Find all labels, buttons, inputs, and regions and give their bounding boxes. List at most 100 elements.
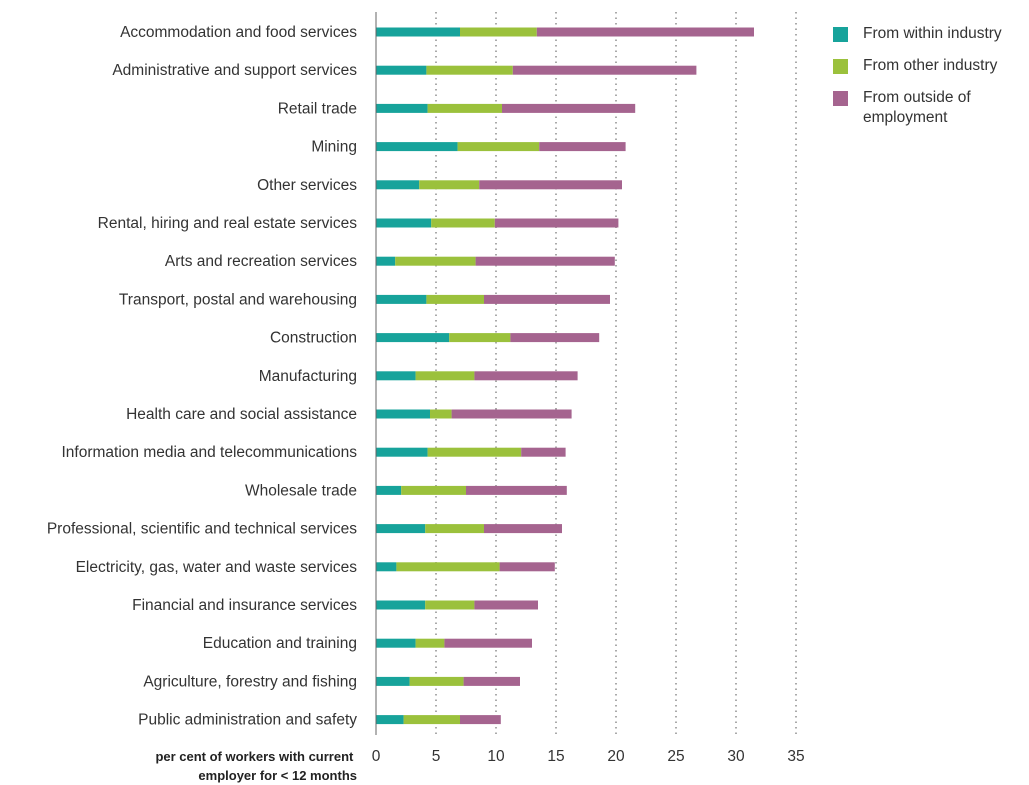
legend-label-outside: From outside of employment xyxy=(863,89,971,126)
bar-segment-2-row-11 xyxy=(430,409,452,419)
category-label: Administrative and support services xyxy=(112,62,357,79)
bar-segment-2-row-7 xyxy=(395,256,476,266)
category-label: Agriculture, forestry and fishing xyxy=(143,673,357,690)
legend-swatch-within xyxy=(833,27,848,42)
category-label: Rental, hiring and real estate services xyxy=(98,215,358,232)
bar-segment-2-row-9 xyxy=(449,333,511,343)
bar-segment-1-row-11 xyxy=(376,409,430,419)
x-axis-label-line-2: employer for < 12 months xyxy=(198,768,357,783)
bar-segment-3-row-18 xyxy=(463,676,520,686)
bar-segment-1-row-4 xyxy=(376,142,458,152)
category-label: Mining xyxy=(311,139,357,156)
bar-segment-2-row-13 xyxy=(401,485,466,495)
bar-segment-2-row-8 xyxy=(426,294,484,304)
bar-segment-1-row-6 xyxy=(376,218,432,228)
x-tick-label: 15 xyxy=(547,748,564,765)
bar-segment-1-row-9 xyxy=(376,333,450,343)
category-label: Education and training xyxy=(203,635,357,652)
bar-segment-1-row-3 xyxy=(376,103,428,113)
x-tick-label: 25 xyxy=(667,748,684,765)
category-label: Information media and telecommunications xyxy=(61,444,357,461)
bar-segment-3-row-8 xyxy=(484,294,610,304)
category-label: Construction xyxy=(270,330,357,347)
bar-segment-3-row-3 xyxy=(502,103,636,113)
x-tick-label: 35 xyxy=(787,748,804,765)
bar-segment-2-row-14 xyxy=(425,524,484,534)
bar-segment-3-row-6 xyxy=(494,218,619,228)
bar-segment-1-row-5 xyxy=(376,180,420,190)
category-label: Other services xyxy=(257,177,357,194)
bar-segment-1-row-14 xyxy=(376,524,426,534)
bar-segment-3-row-7 xyxy=(475,256,615,266)
legend-swatch-other xyxy=(833,59,848,74)
bar-segment-1-row-16 xyxy=(376,600,426,610)
x-tick-label: 0 xyxy=(372,748,381,765)
bars xyxy=(376,27,754,725)
bar-segment-2-row-2 xyxy=(426,65,513,75)
category-label: Wholesale trade xyxy=(245,482,357,499)
x-axis-label-line-1: per cent of workers with current xyxy=(155,749,354,764)
category-label: Transport, postal and warehousing xyxy=(119,291,357,308)
category-label: Accommodation and food services xyxy=(120,24,357,41)
bar-segment-1-row-15 xyxy=(376,562,397,572)
bar-segment-3-row-12 xyxy=(521,447,566,457)
legend-label-other: From other industry xyxy=(863,57,998,74)
x-axis-label: per cent of workers with current employe… xyxy=(155,749,357,783)
category-label: Professional, scientific and technical s… xyxy=(47,521,357,538)
bar-segment-3-row-11 xyxy=(451,409,572,419)
bar-segment-1-row-18 xyxy=(376,676,410,686)
bar-segment-1-row-2 xyxy=(376,65,427,75)
bar-segment-2-row-4 xyxy=(457,142,540,152)
legend-item-other: From other industry xyxy=(833,56,1029,76)
bar-segment-3-row-9 xyxy=(510,333,600,343)
x-tick-label: 20 xyxy=(607,748,625,765)
bar-segment-3-row-4 xyxy=(539,142,626,152)
bar-segment-2-row-16 xyxy=(425,600,475,610)
bar-segment-3-row-17 xyxy=(444,638,532,648)
bar-segment-2-row-3 xyxy=(427,103,502,113)
bar-segment-2-row-1 xyxy=(460,27,537,37)
bar-segment-2-row-12 xyxy=(427,447,522,457)
bar-segment-2-row-5 xyxy=(419,180,480,190)
bar-segment-1-row-10 xyxy=(376,371,416,381)
bar-segment-2-row-18 xyxy=(409,676,464,686)
bar-segment-3-row-13 xyxy=(466,485,567,495)
bar-segment-3-row-16 xyxy=(474,600,538,610)
legend-swatch-outside xyxy=(833,91,848,106)
legend-item-outside: From outside of employment xyxy=(833,88,1029,128)
category-label: Electricity, gas, water and waste servic… xyxy=(76,559,358,576)
category-label: Arts and recreation services xyxy=(165,253,357,270)
bar-segment-1-row-13 xyxy=(376,485,402,495)
bar-segment-3-row-10 xyxy=(474,371,578,381)
category-label: Retail trade xyxy=(278,100,357,117)
bar-segment-3-row-2 xyxy=(512,65,697,75)
bar-segment-3-row-15 xyxy=(499,562,555,572)
bar-segment-2-row-10 xyxy=(415,371,475,381)
x-tick-labels: 0 5 10 15 20 25 30 35 xyxy=(372,748,805,765)
category-label: Manufacturing xyxy=(259,368,357,385)
x-tick-label: 10 xyxy=(487,748,505,765)
bar-segment-1-row-1 xyxy=(376,27,460,37)
legend: From within industry From other industry… xyxy=(833,24,1029,140)
bar-segment-3-row-5 xyxy=(479,180,622,190)
bar-segment-1-row-19 xyxy=(376,715,404,725)
bar-segment-3-row-19 xyxy=(460,715,501,725)
category-labels: Accommodation and food services Administr… xyxy=(47,24,357,729)
bar-segment-1-row-17 xyxy=(376,638,416,648)
category-label: Financial and insurance services xyxy=(132,597,357,614)
x-tick-label: 30 xyxy=(727,748,745,765)
legend-label-within: From within industry xyxy=(863,25,1002,42)
bar-segment-1-row-7 xyxy=(376,256,396,266)
bar-segment-3-row-14 xyxy=(484,524,562,534)
bar-segment-2-row-17 xyxy=(415,638,445,648)
x-tick-label: 5 xyxy=(432,748,441,765)
bar-segment-3-row-1 xyxy=(536,27,754,37)
bar-segment-1-row-8 xyxy=(376,294,427,304)
bar-segment-2-row-15 xyxy=(396,562,500,572)
bar-segment-1-row-12 xyxy=(376,447,428,457)
legend-item-within: From within industry xyxy=(833,24,1029,44)
category-label: Public administration and safety xyxy=(138,712,357,729)
bar-segment-2-row-6 xyxy=(431,218,495,228)
bar-segment-2-row-19 xyxy=(403,715,460,725)
